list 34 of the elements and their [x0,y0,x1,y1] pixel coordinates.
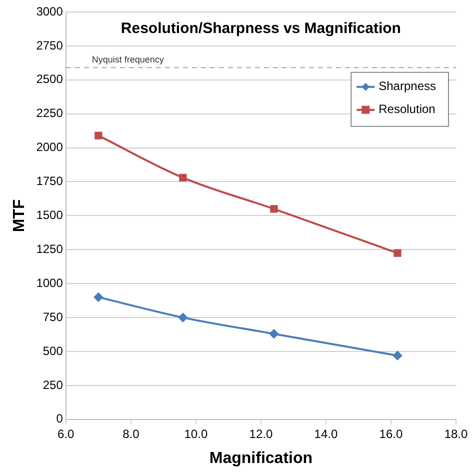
y-tick-label: 3000 [36,4,64,18]
y-axis-title: MTF [11,199,28,232]
x-tick-label: 18.0 [444,426,468,441]
y-tick-label: 2250 [36,106,64,120]
point [179,174,187,182]
y-tick-label: 1250 [36,242,64,256]
point [269,329,278,338]
y-tick-label: 500 [42,344,64,358]
y-tick-label: 1750 [36,174,64,188]
point [392,351,402,360]
legend-label: Sharpness [378,79,436,94]
x-tick-label: 6.0 [58,426,75,441]
x-tick-label: 14.0 [314,426,338,441]
y-tick-label: 0 [56,412,64,426]
x-tick-label: 10.0 [184,426,208,441]
y-tick-label: 2750 [36,38,64,52]
y-tick-label: 1500 [36,208,64,222]
y-tick-label: 1000 [36,276,64,290]
point [394,249,402,257]
point [178,313,188,322]
text: Resolution/Sharpness vs Magnification [120,20,401,38]
x-tick-label: 8.0 [122,426,140,441]
y-tick-label: 250 [42,378,64,392]
y-tick-label: 2000 [36,140,64,154]
y-tick-label: 750 [42,310,64,324]
x-axis-title: Magnification [209,450,312,467]
point [270,205,278,213]
x-tick-label: 12.0 [249,426,273,441]
ref-line-label: Nyquist frequency [92,54,164,65]
point [94,292,103,302]
y-tick-label: 2500 [36,72,64,86]
legend-label: Resolution [378,102,436,116]
x-tick-label: 16.0 [379,426,403,441]
point [94,132,102,140]
